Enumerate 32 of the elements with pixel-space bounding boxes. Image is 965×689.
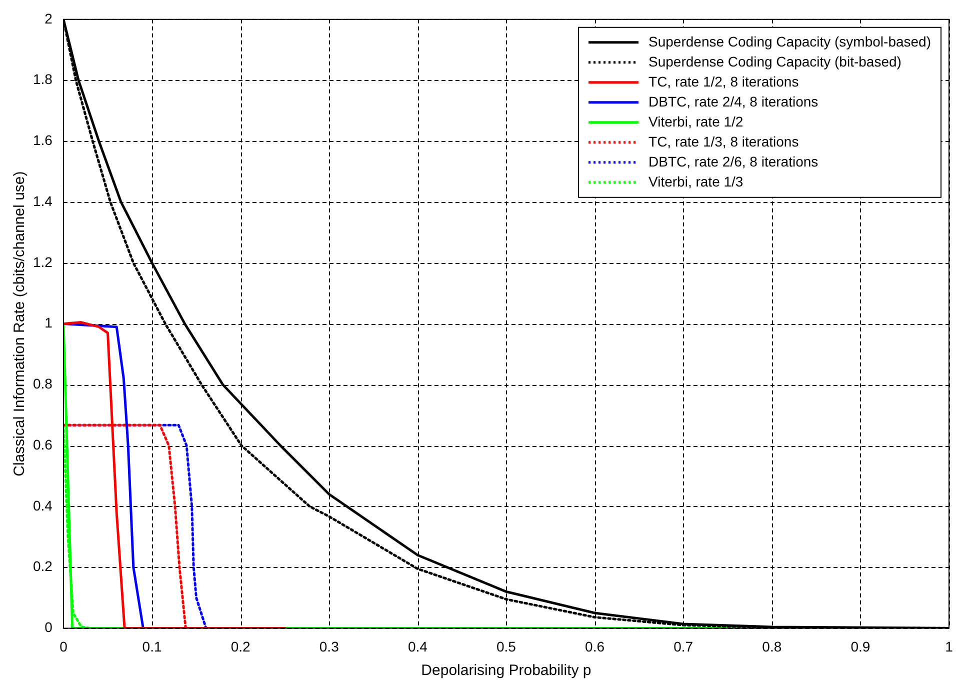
x-tick-label: 1 <box>945 638 954 654</box>
y-tick-label: 1.8 <box>32 71 53 88</box>
legend-label: TC, rate 1/2, 8 iterations <box>648 73 799 90</box>
y-tick-label: 0 <box>44 619 53 636</box>
y-tick-label: 1 <box>44 314 53 331</box>
legend-label: Superdense Coding Capacity (bit-based) <box>648 53 902 70</box>
y-tick-label: 0.8 <box>32 376 53 392</box>
legend-label: DBTC, rate 2/4, 8 iterations <box>648 93 818 110</box>
x-tick-label: 0.4 <box>408 638 428 654</box>
x-tick-label: 0.1 <box>142 638 162 654</box>
x-tick-label: 0.2 <box>230 638 251 654</box>
y-axis-title: Classical Information Rate (cbits/channel use) <box>11 171 28 476</box>
legend-label: Viterbi, rate 1/2 <box>648 113 744 130</box>
x-tick-label: 0.7 <box>674 638 694 654</box>
y-tick-label: 1.6 <box>32 132 53 148</box>
x-tick-label: 0 <box>60 638 68 654</box>
x-tick-label: 0.8 <box>762 638 782 654</box>
y-tick-label: 0.4 <box>32 497 53 514</box>
x-tick-label: 0.9 <box>850 638 870 654</box>
legend-label: Superdense Coding Capacity (symbol-based) <box>648 33 932 50</box>
x-tick-label: 0.6 <box>585 638 605 654</box>
y-tick-label: 0.2 <box>32 558 53 574</box>
x-tick-label: 0.5 <box>496 638 516 654</box>
x-tick-label: 0.3 <box>319 638 340 654</box>
legend-label: TC, rate 1/3, 8 iterations <box>648 133 799 150</box>
legend-label: Viterbi, rate 1/3 <box>648 173 744 190</box>
legend-label: DBTC, rate 2/6, 8 iterations <box>648 153 818 170</box>
y-tick-label: 1.2 <box>32 254 53 270</box>
y-tick-label: 0.6 <box>32 436 53 452</box>
y-tick-label: 1.4 <box>32 192 53 209</box>
y-tick-label: 2 <box>44 10 53 26</box>
x-axis-title: Depolarising Probability p <box>421 662 592 679</box>
